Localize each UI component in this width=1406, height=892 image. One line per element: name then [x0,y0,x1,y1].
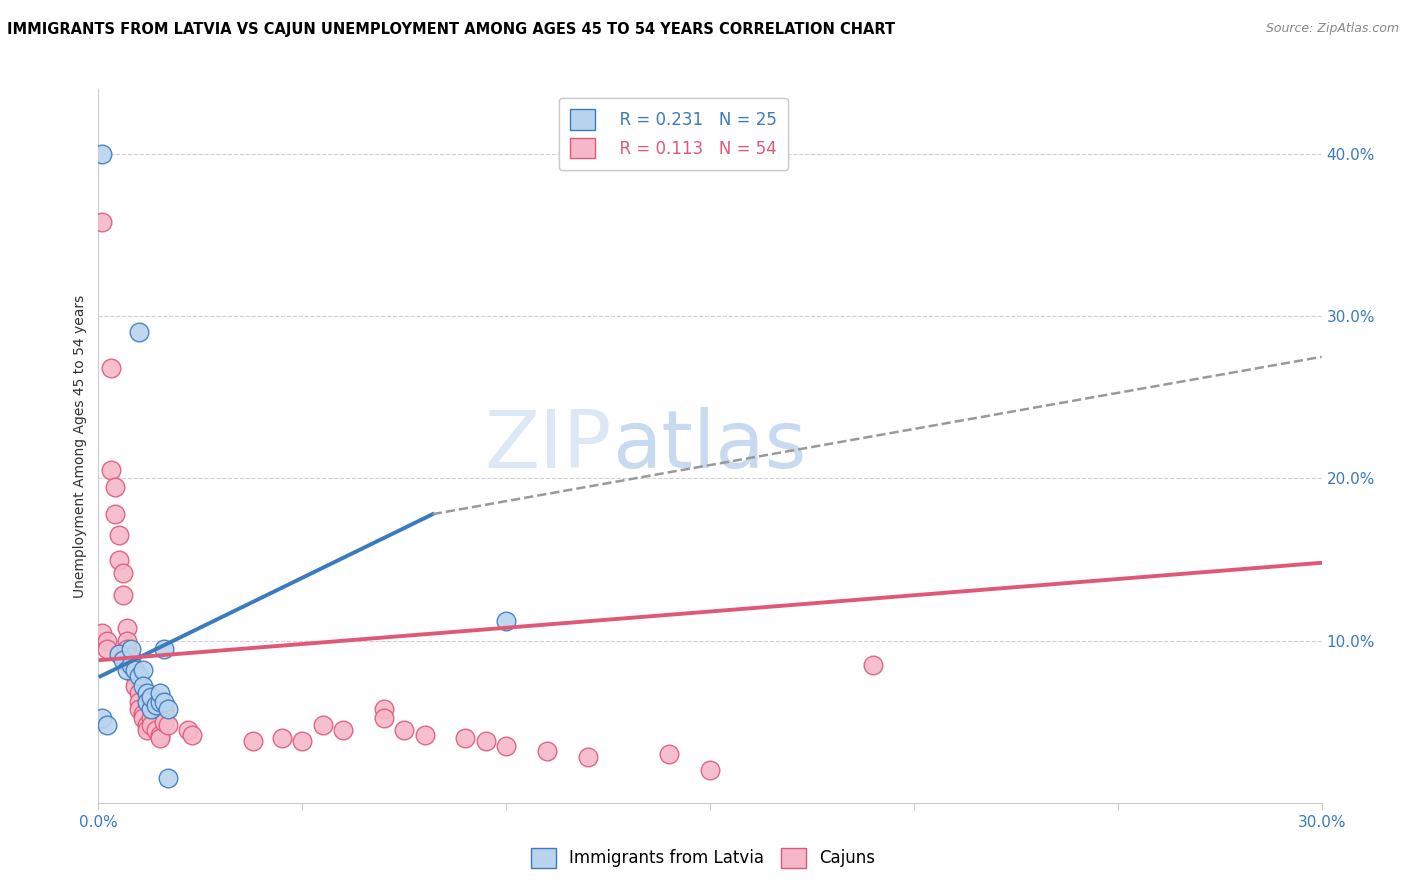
Point [128,702,150,716]
Point [96,718,118,732]
Point [91,215,114,229]
Point [91,711,114,725]
Point [100,463,122,477]
Point [124,679,146,693]
Point [392,723,416,737]
Point [128,326,150,340]
Point [111,566,134,580]
Point [149,731,172,745]
Point [120,649,142,664]
Point [862,657,884,672]
Point [136,723,159,737]
Point [270,731,294,745]
Point [536,744,558,758]
Point [177,723,200,737]
Point [152,706,174,721]
Point [104,507,127,521]
Point [495,614,517,628]
Point [91,147,114,161]
Point [128,669,150,683]
Point [495,739,517,753]
Point [149,685,172,699]
Legend: Immigrants from Latvia, Cajuns: Immigrants from Latvia, Cajuns [524,841,882,875]
Point [136,695,159,709]
Point [132,711,155,725]
Point [128,685,150,699]
Point [141,718,163,732]
Point [124,663,146,677]
Point [373,711,395,725]
Point [115,621,138,635]
Point [145,723,167,737]
Point [136,718,159,732]
Point [156,718,179,732]
Point [291,734,314,748]
Point [141,702,163,716]
Point [115,663,138,677]
Y-axis label: Unemployment Among Ages 45 to 54 years: Unemployment Among Ages 45 to 54 years [73,294,87,598]
Point [111,653,134,667]
Point [242,734,264,748]
Point [699,764,721,778]
Point [108,528,131,542]
Point [152,641,174,656]
Point [141,690,163,705]
Point [91,625,114,640]
Point [156,702,179,716]
Text: IMMIGRANTS FROM LATVIA VS CAJUN UNEMPLOYMENT AMONG AGES 45 TO 54 YEARS CORRELATI: IMMIGRANTS FROM LATVIA VS CAJUN UNEMPLOY… [7,22,896,37]
Point [141,711,163,725]
Point [132,706,155,721]
Point [156,772,179,786]
Point [100,361,122,376]
Text: Source: ZipAtlas.com: Source: ZipAtlas.com [1265,22,1399,36]
Point [149,728,172,742]
Point [124,669,146,683]
Point [108,552,131,566]
Point [454,731,477,745]
Legend:   R = 0.231   N = 25,   R = 0.113   N = 54: R = 0.231 N = 25, R = 0.113 N = 54 [558,97,789,169]
Point [104,479,127,493]
Point [120,641,142,656]
Text: atlas: atlas [612,407,807,485]
Point [96,633,118,648]
Point [132,679,155,693]
Point [108,647,131,661]
Point [474,734,498,748]
Point [181,728,204,742]
Point [658,747,681,761]
Text: ZIP: ZIP [485,407,612,485]
Point [576,750,599,764]
Point [115,641,138,656]
Point [115,633,138,648]
Point [413,728,436,742]
Point [96,641,118,656]
Point [120,657,142,672]
Point [145,698,167,713]
Point [152,695,174,709]
Point [128,695,150,709]
Point [373,702,395,716]
Point [332,723,354,737]
Point [132,663,155,677]
Point [120,657,142,672]
Point [152,702,174,716]
Point [149,695,172,709]
Point [111,588,134,602]
Point [152,714,174,729]
Point [136,685,159,699]
Point [312,718,335,732]
